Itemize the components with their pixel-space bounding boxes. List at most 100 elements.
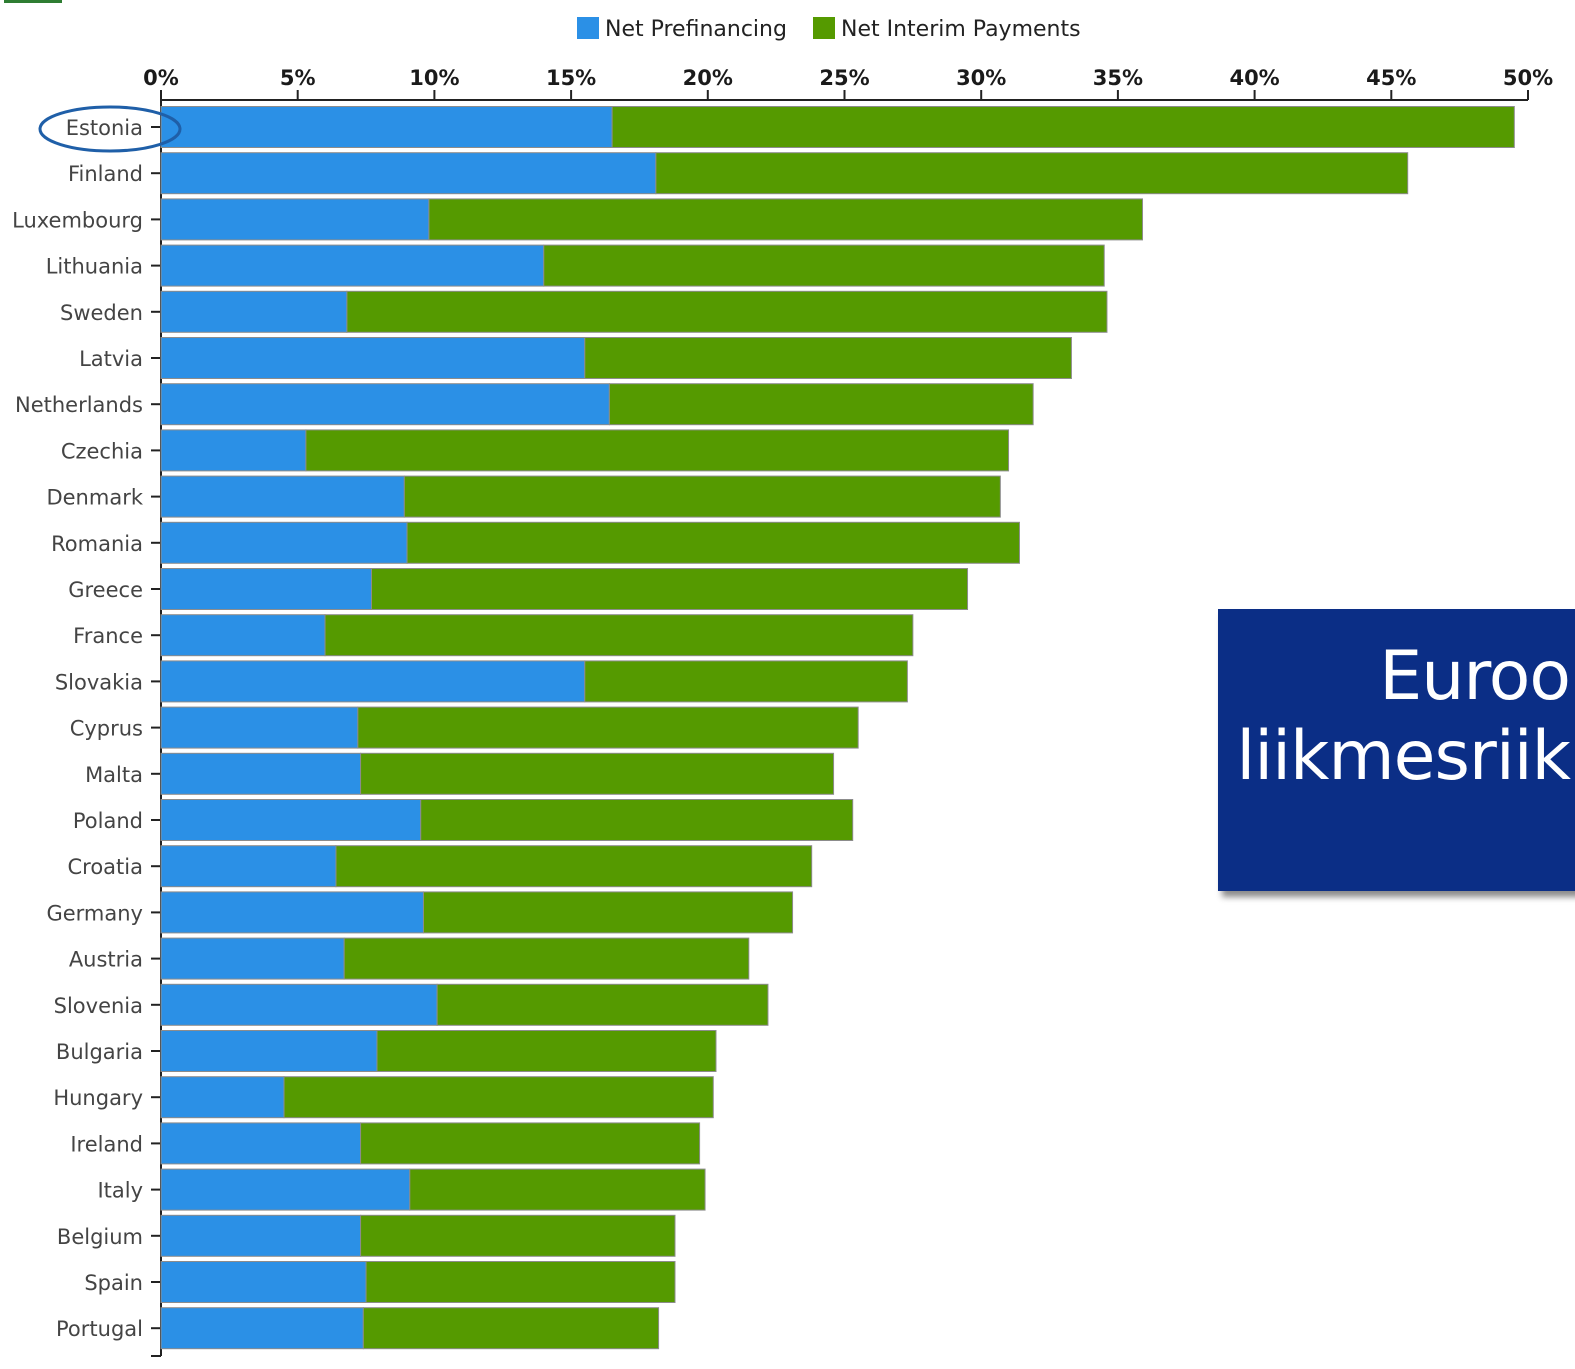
- bar-segment-interim-payments: [360, 1214, 676, 1257]
- bar-segment-interim-payments: [360, 752, 835, 795]
- bar-segment-interim-payments: [305, 429, 1010, 472]
- highlight-layer: [38, 105, 182, 153]
- bar-segment-interim-payments: [436, 983, 769, 1026]
- category-label: Finland: [68, 162, 143, 186]
- overlay-title-box: Euroo liikmesriik toe: [1218, 609, 1575, 891]
- category-label: Germany: [46, 901, 143, 925]
- bar-segment-prefinancing: [160, 983, 438, 1026]
- x-tick-label: 35%: [1093, 66, 1143, 90]
- category-label: Malta: [85, 763, 143, 787]
- bar-segment-prefinancing: [160, 429, 307, 472]
- bar-segment-prefinancing: [160, 1307, 364, 1350]
- y-axis: Estonia Finland Luxembourg Lithuania Sweden L…: [12, 100, 162, 1357]
- category-label: Ireland: [70, 1132, 143, 1156]
- bar-segment-prefinancing: [160, 614, 326, 657]
- bar-segment-prefinancing: [160, 1122, 362, 1165]
- x-tick-label: 45%: [1366, 66, 1416, 90]
- bar-segment-prefinancing: [160, 106, 613, 148]
- bar-segment-prefinancing: [160, 1030, 378, 1072]
- bar-segment-interim-payments: [343, 937, 750, 980]
- category-label: Denmark: [46, 486, 143, 510]
- bar-segment-prefinancing: [160, 706, 359, 749]
- category-label: Spain: [84, 1271, 143, 1295]
- bar-segment-interim-payments: [655, 152, 1409, 195]
- bar-segment-prefinancing: [160, 244, 545, 287]
- bar-segment-prefinancing: [160, 290, 348, 333]
- bar-segment-prefinancing: [160, 1076, 285, 1119]
- x-tick-label: 50%: [1503, 66, 1553, 90]
- category-label: Sweden: [60, 301, 143, 325]
- bar-segment-interim-payments: [365, 1261, 676, 1303]
- x-tick-label: 30%: [956, 66, 1006, 90]
- x-tick-label: 0%: [143, 66, 179, 90]
- bar-segment-interim-payments: [406, 521, 1020, 564]
- bar-segment-interim-payments: [371, 568, 969, 610]
- category-label: Poland: [73, 809, 143, 833]
- bar-segment-interim-payments: [608, 383, 1034, 426]
- x-axis: 0% 5% 10% 15% 20% 25% 30% 35% 40% 45% 50%: [143, 66, 1553, 101]
- bar-segment-interim-payments: [346, 290, 1108, 333]
- category-label: Bulgaria: [56, 1040, 143, 1064]
- x-tick-label: 10%: [409, 66, 459, 90]
- category-label: Estonia: [66, 116, 143, 140]
- category-label: Italy: [97, 1179, 143, 1203]
- bar-segment-interim-payments: [360, 1122, 701, 1165]
- category-label: Austria: [69, 948, 143, 972]
- bar-segment-prefinancing: [160, 152, 657, 195]
- bar-series: [160, 106, 1515, 1350]
- bar-segment-prefinancing: [160, 1168, 411, 1211]
- category-label: Greece: [68, 578, 143, 602]
- bar-segment-prefinancing: [160, 660, 586, 703]
- corner-accent-bar: [4, 0, 62, 3]
- bar-segment-interim-payments: [584, 660, 908, 703]
- bar-segment-prefinancing: [160, 891, 424, 934]
- bar-segment-interim-payments: [584, 337, 1072, 379]
- bar-segment-interim-payments: [283, 1076, 714, 1119]
- legend-swatch-2: [813, 17, 835, 39]
- category-label: Lithuania: [46, 255, 143, 279]
- bar-segment-interim-payments: [420, 799, 854, 841]
- category-label: Czechia: [61, 439, 143, 463]
- category-label: Latvia: [79, 347, 143, 371]
- overlay-title-line-1: Euroo: [1379, 637, 1571, 716]
- legend-label-2: Net Interim Payments: [841, 17, 1081, 42]
- category-label: Cyprus: [70, 717, 143, 741]
- bar-segment-prefinancing: [160, 845, 337, 888]
- bar-segment-prefinancing: [160, 1214, 362, 1257]
- x-tick-label: 5%: [280, 66, 316, 90]
- bar-segment-interim-payments: [409, 1168, 706, 1211]
- category-label: Romania: [51, 532, 143, 556]
- bar-segment-prefinancing: [160, 568, 373, 610]
- bar-segment-prefinancing: [160, 521, 408, 564]
- category-label: Netherlands: [15, 393, 143, 417]
- bar-segment-prefinancing: [160, 752, 362, 795]
- category-label: Slovakia: [55, 670, 143, 694]
- chart-legend: Net Prefinancing Net Interim Payments: [577, 17, 1081, 42]
- category-label: Hungary: [53, 1086, 143, 1110]
- bar-segment-prefinancing: [160, 799, 422, 841]
- x-tick-label: 15%: [546, 66, 596, 90]
- bar-segment-interim-payments: [403, 475, 1001, 518]
- category-label: Slovenia: [54, 994, 143, 1018]
- category-label: Portugal: [56, 1317, 143, 1341]
- x-tick-label: 25%: [819, 66, 869, 90]
- bar-segment-interim-payments: [376, 1030, 717, 1072]
- bar-segment-interim-payments: [335, 845, 813, 888]
- category-label: Croatia: [68, 855, 144, 879]
- category-label: Luxembourg: [12, 208, 143, 232]
- bar-segment-prefinancing: [160, 1261, 367, 1303]
- overlay-title-line-2: liikmesriik: [1236, 717, 1571, 796]
- bar-segment-interim-payments: [357, 706, 859, 749]
- bar-segment-prefinancing: [160, 198, 430, 241]
- category-label: Belgium: [57, 1225, 143, 1249]
- bar-segment-prefinancing: [160, 337, 586, 379]
- bar-segment-interim-payments: [422, 891, 794, 934]
- bar-segment-interim-payments: [362, 1307, 660, 1350]
- highlight-ellipse: [38, 105, 182, 153]
- legend-swatch-1: [577, 17, 599, 39]
- bar-segment-interim-payments: [611, 106, 1515, 148]
- bar-segment-prefinancing: [160, 383, 610, 426]
- x-tick-label: 40%: [1229, 66, 1279, 90]
- x-tick-label: 20%: [683, 66, 733, 90]
